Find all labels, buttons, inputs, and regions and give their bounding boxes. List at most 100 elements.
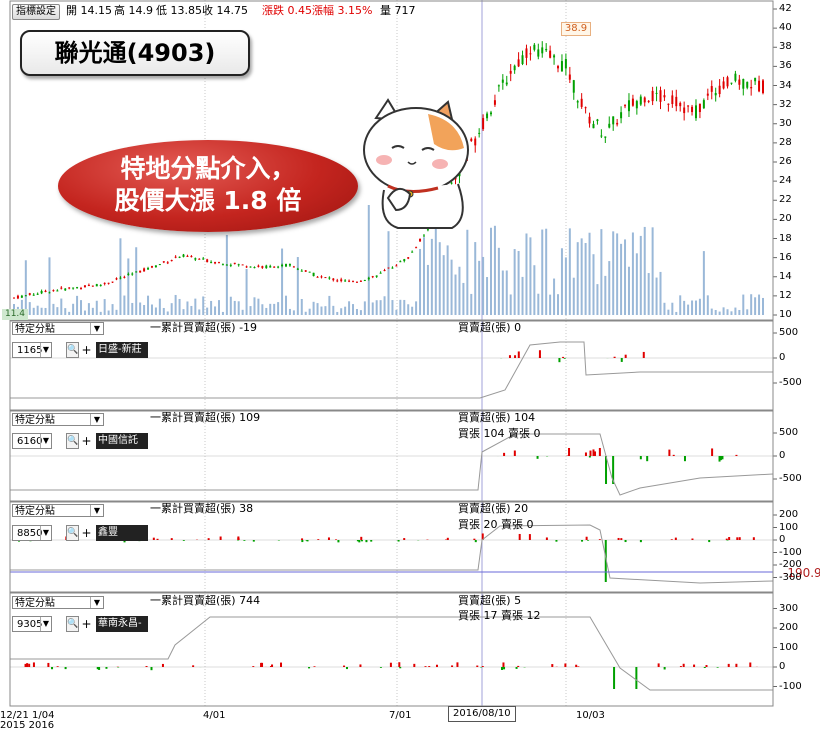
indicator-settings-button[interactable]: 指標設定 — [12, 4, 60, 20]
net-bar — [564, 358, 566, 359]
net-bar — [253, 540, 255, 542]
candle-body — [115, 278, 117, 279]
volume-bar — [123, 296, 125, 315]
chevron-down-icon[interactable]: ▼ — [90, 505, 103, 516]
volume-bar — [328, 296, 330, 315]
panel-2-type-select[interactable]: 特定分點▼ — [12, 413, 104, 426]
volume-bar — [206, 308, 208, 315]
candle-body — [360, 281, 362, 282]
net-bar — [509, 355, 511, 358]
search-icon[interactable]: 🔍 — [66, 342, 79, 358]
panel-1-type-select[interactable]: 特定分點▼ — [12, 322, 104, 335]
candle-body — [37, 294, 39, 295]
panel-tick-label: 0 — [779, 661, 785, 673]
volume-bar — [127, 258, 129, 315]
panel-3-broker-code[interactable]: 8850▼ — [12, 525, 52, 541]
candle-body — [667, 104, 669, 105]
panel-3-type-select[interactable]: 特定分點▼ — [12, 504, 104, 517]
candle-body — [281, 265, 283, 266]
volume-bar — [257, 299, 259, 315]
volume-bar — [537, 294, 539, 315]
net-bar — [473, 539, 475, 540]
volume-bar — [529, 237, 531, 315]
volume-bar — [250, 306, 252, 315]
candle-body — [671, 95, 673, 104]
search-icon[interactable]: 🔍 — [66, 616, 79, 632]
add-icon[interactable]: + — [81, 342, 92, 358]
candle-body — [675, 97, 677, 106]
panel-tick-label: 200 — [779, 509, 798, 521]
add-icon[interactable]: + — [81, 525, 92, 541]
net-bar — [252, 666, 254, 667]
net-bar — [482, 666, 484, 667]
search-icon[interactable]: 🔍 — [66, 433, 79, 449]
net-bar — [97, 667, 99, 669]
volume-bar — [68, 312, 70, 315]
net-bar — [390, 663, 392, 667]
volume-bar — [727, 309, 729, 315]
net-bar — [575, 665, 577, 667]
candle-body — [577, 101, 579, 102]
chevron-down-icon[interactable]: ▼ — [40, 434, 51, 448]
add-icon[interactable]: + — [81, 616, 92, 632]
candle-body — [557, 66, 559, 68]
price-low-label: 11.4 — [2, 309, 28, 320]
volume-bar — [506, 270, 508, 315]
volume-bar — [88, 303, 90, 315]
chevron-down-icon[interactable]: ▼ — [40, 617, 51, 631]
panel-2-broker-code[interactable]: 6160▼ — [12, 433, 52, 449]
chevron-down-icon[interactable]: ▼ — [90, 414, 103, 425]
net-bar — [26, 663, 28, 667]
candle-body — [380, 273, 382, 274]
net-bar — [358, 540, 360, 542]
panel-frame — [10, 502, 773, 592]
net-bar — [447, 538, 449, 540]
candle-body — [403, 259, 405, 261]
net-bar — [546, 537, 548, 540]
candle-body — [482, 118, 484, 129]
panel-4-broker-code[interactable]: 9305▼ — [12, 616, 52, 632]
volume-bar — [762, 298, 764, 315]
candle-body — [210, 262, 212, 263]
volume-bar — [439, 242, 441, 315]
candle-body — [750, 87, 752, 88]
volume-bar — [297, 257, 299, 315]
net-bar — [308, 667, 310, 668]
candle-body — [683, 108, 685, 114]
search-icon[interactable]: 🔍 — [66, 525, 79, 541]
panel-4-type-select[interactable]: 特定分點▼ — [12, 596, 104, 609]
chevron-down-icon[interactable]: ▼ — [40, 343, 51, 357]
candle-body — [29, 293, 31, 295]
chevron-down-icon[interactable]: ▼ — [40, 526, 51, 540]
candle-body — [309, 272, 311, 273]
chevron-down-icon[interactable]: ▼ — [90, 597, 103, 608]
net-bar — [585, 452, 587, 456]
add-icon[interactable]: + — [81, 433, 92, 449]
volume-bar — [683, 301, 685, 315]
volume-bar — [730, 311, 732, 315]
quote-volume: 量 717 — [380, 4, 416, 18]
candle-body — [143, 268, 145, 271]
candle-body — [746, 82, 748, 88]
volume-bar — [711, 309, 713, 315]
net-bar — [735, 455, 737, 456]
panel-1-broker-code[interactable]: 1165▼ — [12, 342, 52, 358]
price-tick-label: 16 — [779, 252, 792, 264]
chevron-down-icon[interactable]: ▼ — [90, 323, 103, 334]
candle-body — [734, 74, 736, 81]
candle-body — [348, 281, 350, 282]
volume-bar — [344, 307, 346, 315]
volume-bar — [198, 309, 200, 315]
volume-bar — [616, 233, 618, 315]
volume-bar — [585, 243, 587, 315]
volume-bar — [305, 312, 307, 315]
candle-body — [100, 285, 102, 286]
price-tick-label: 36 — [779, 60, 792, 72]
net-bar — [691, 539, 693, 540]
price-tick-label: 24 — [779, 175, 792, 187]
candle-body — [656, 93, 658, 94]
volume-bar — [253, 297, 255, 315]
volume-bar — [155, 307, 157, 315]
net-bar — [301, 538, 303, 540]
candle-body — [13, 298, 15, 299]
